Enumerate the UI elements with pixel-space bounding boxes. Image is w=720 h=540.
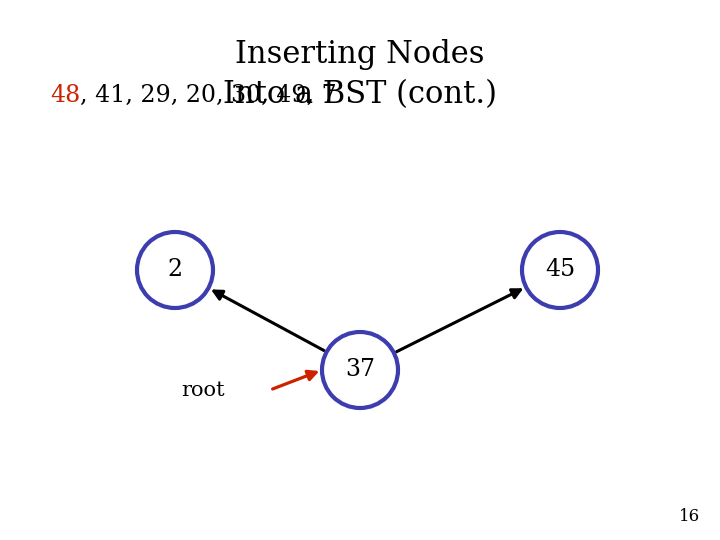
- Text: root: root: [181, 381, 225, 400]
- Text: 45: 45: [545, 259, 575, 281]
- Text: 37: 37: [345, 359, 375, 381]
- Text: 2: 2: [168, 259, 183, 281]
- Text: 48: 48: [50, 84, 80, 106]
- Text: , 41, 29, 20, 30, 49, 7: , 41, 29, 20, 30, 49, 7: [80, 84, 337, 106]
- Text: Inserting Nodes: Inserting Nodes: [235, 39, 485, 71]
- Circle shape: [522, 232, 598, 308]
- Text: Into a BST (cont.): Into a BST (cont.): [223, 79, 497, 111]
- Circle shape: [137, 232, 213, 308]
- Circle shape: [322, 332, 398, 408]
- Text: 16: 16: [679, 508, 700, 525]
